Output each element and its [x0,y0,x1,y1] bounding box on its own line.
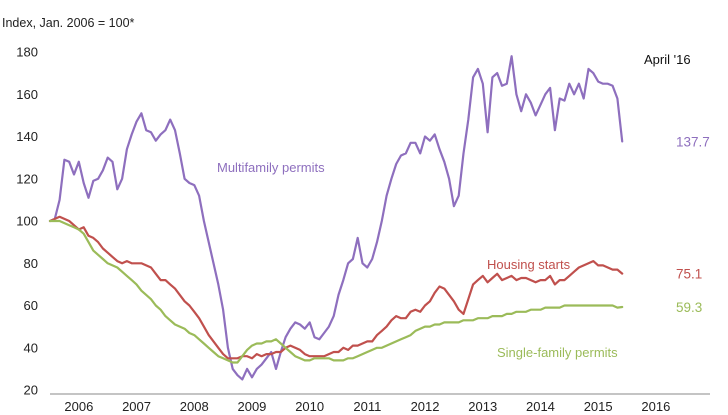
y-tick-label: 20 [24,383,38,398]
x-tick-label: 2013 [468,399,497,414]
x-axis: 2006 2007 2008 2009 2010 2011 2012 2013 2014 2015… [50,393,710,414]
y-tick-label: 160 [16,87,38,102]
chart-subtitle: Index, Jan. 2006 = 100* [2,16,135,30]
y-tick-label: 40 [24,340,38,355]
x-tick-label: 2009 [237,399,266,414]
x-tick-label: 2014 [526,399,555,414]
x-tick-label: 2008 [180,399,209,414]
x-tick-label: 2016 [641,399,670,414]
series-name-label: Single-family permits [497,345,618,360]
y-tick-label: 100 [16,214,38,229]
y-tick-label: 60 [24,298,38,313]
y-tick-label: 180 [16,45,38,60]
x-tick-label: 2006 [64,399,93,414]
x-tick-label: 2012 [411,399,440,414]
series-name-label: Multifamily permits [217,160,325,175]
series-layer [48,55,624,381]
series-end-value: 137.7 [676,134,710,149]
label-layer: Multifamily permits 137.7 Housing starts 75… [217,52,710,360]
y-axis: 20 40 60 80 100 120 140 160 180 [16,45,38,398]
x-tick-label: 2015 [584,399,613,414]
y-tick-label: 140 [16,129,38,144]
y-tick-label: 80 [24,256,38,271]
series-end-value: 59.3 [676,300,702,315]
x-tick-label: 2007 [122,399,151,414]
series-end-value: 75.1 [676,267,702,282]
series-line-single-family-permits [48,219,624,364]
series-name-label: Housing starts [487,257,571,272]
x-tick-label: 2010 [295,399,324,414]
date-annotation: April '16 [644,52,691,67]
series-line-multifamily-permits [48,55,624,381]
x-tick-label: 2011 [353,399,381,414]
series-line-housing-starts [48,215,624,360]
y-tick-label: 120 [16,171,38,186]
